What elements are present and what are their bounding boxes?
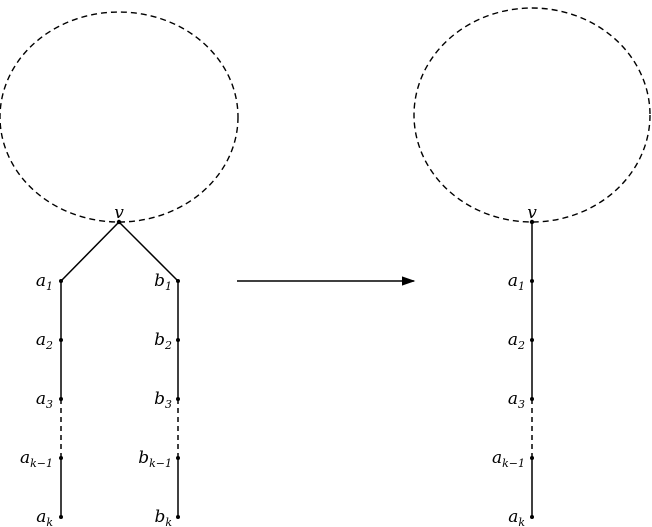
label-v: v: [114, 203, 124, 223]
label-a3: a3: [36, 389, 53, 411]
node-b1: [176, 279, 180, 283]
label-ak: ak: [36, 507, 53, 527]
right-graph: v a1 a2 a3 ak−1 ak: [413, 7, 651, 527]
node-a1-right: [530, 279, 534, 283]
edge-v-a1: [60, 221, 120, 282]
label-a2-right: a2: [508, 330, 525, 352]
node-b2: [176, 338, 180, 342]
node-ak1-right: [530, 456, 534, 460]
label-a1-right: a1: [508, 271, 525, 293]
node-ak-right: [530, 515, 534, 519]
node-a1: [59, 279, 63, 283]
left-graph: v a1 a2 a3 ak−1 ak b1 b2 b3 bk−1 bk: [0, 11, 239, 527]
label-v-right: v: [527, 203, 537, 223]
node-bk1: [176, 456, 180, 460]
label-ak1: ak−1: [20, 448, 53, 470]
node-ak1: [59, 456, 63, 460]
node-v-right: [529, 219, 535, 225]
label-bk: bk: [154, 507, 172, 527]
node-a2: [59, 338, 63, 342]
label-a3-right: a3: [508, 389, 525, 411]
node-v: [116, 219, 122, 225]
node-bk: [176, 515, 180, 519]
label-b2: b2: [154, 330, 172, 352]
edge-v-b1: [118, 221, 179, 282]
label-ak-right: ak: [508, 507, 525, 527]
node-a2-right: [530, 338, 534, 342]
left-graph-region: [0, 11, 239, 223]
label-a2: a2: [36, 330, 53, 352]
node-ak: [59, 515, 63, 519]
label-b1: b1: [154, 271, 172, 293]
right-graph-region: [413, 7, 651, 223]
label-b3: b3: [154, 389, 172, 411]
node-a3-right: [530, 397, 534, 401]
label-bk1: bk−1: [138, 448, 172, 470]
node-b3: [176, 397, 180, 401]
label-ak1-right: ak−1: [492, 448, 525, 470]
label-a1: a1: [36, 271, 53, 293]
node-a3: [59, 397, 63, 401]
